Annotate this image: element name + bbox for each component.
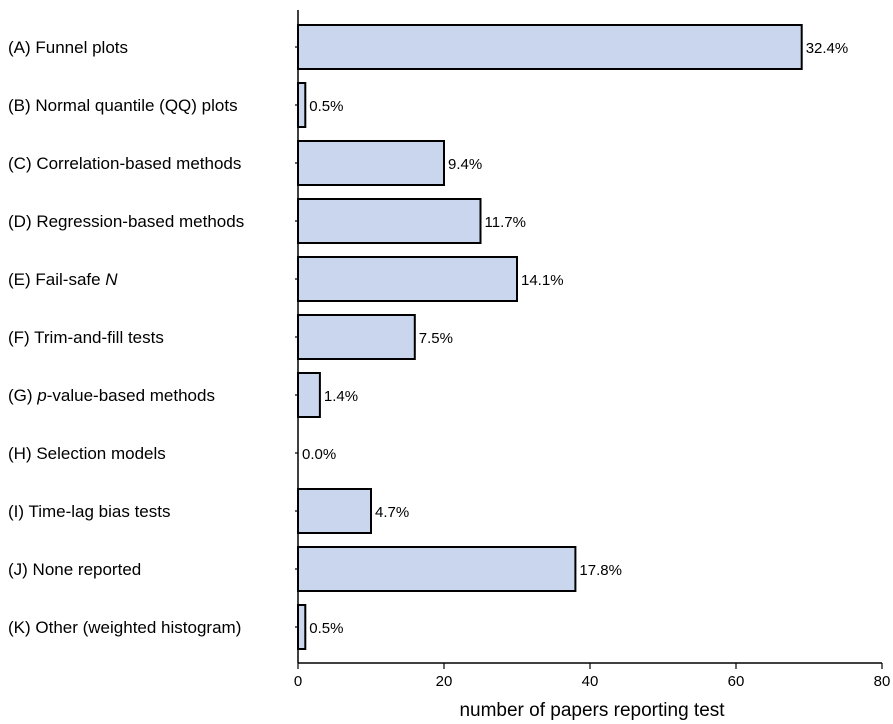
value-label-10: 0.5% [309,620,343,637]
category-label-part: (J) None reported [8,560,141,579]
value-label-8: 4.7% [375,504,409,521]
value-label-9: 17.8% [579,562,622,579]
bar-8 [297,488,372,534]
bar-1 [297,82,307,128]
value-label-2: 9.4% [448,156,482,173]
bar-3 [297,198,482,244]
category-label-9: (J) None reported [8,560,141,579]
category-label-part: p [36,386,46,405]
category-label-0: (A) Funnel plots [8,38,128,57]
value-label-0: 32.4% [806,40,849,57]
category-label-part: (B) Normal quantile (QQ) plots [8,96,238,115]
category-label-part: (K) Other (weighted histogram) [8,618,241,637]
x-tick-label-3: 60 [728,673,745,690]
x-tick-label-4: 80 [874,673,891,690]
category-label-part: (G) [8,386,37,405]
category-label-part: (A) Funnel plots [8,38,128,57]
bar-4 [297,256,518,302]
category-label-part: (E) Fail-safe [8,270,105,289]
category-label-part: (H) Selection models [8,444,166,463]
value-label-1: 0.5% [309,98,343,115]
axes-group: 0 20 40 60 80 [294,10,891,690]
value-label-7: 0.0% [302,446,336,463]
bar-6 [297,372,321,418]
bar-2 [297,140,445,186]
value-label-6: 1.4% [324,388,358,405]
bar-10 [297,604,307,650]
category-label-10: (K) Other (weighted histogram) [8,618,241,637]
value-labels-group: 32.4% 0.5% 9.4% 11.7% 14.1% 7.5% 1.4% 0.0% 4.7% 1… [302,40,848,637]
x-axis-title: number of papers reporting test [459,700,725,721]
category-label-5: (F) Trim-and-fill tests [8,328,164,347]
category-label-part: (F) Trim-and-fill tests [8,328,164,347]
bars-group [297,24,803,650]
category-label-part: -value-based methods [47,386,215,405]
category-label-6: (G) p-value-based methods [8,386,215,405]
x-tick-label-2: 40 [582,673,599,690]
category-label-7: (H) Selection models [8,444,166,463]
value-label-3: 11.7% [485,214,526,231]
category-label-part: N [105,270,118,289]
category-label-2: (C) Correlation-based methods [8,154,241,173]
category-label-part: (D) Regression-based methods [8,212,244,231]
category-label-4: (E) Fail-safe N [8,270,118,289]
bar-0 [297,24,803,70]
x-tick-label-0: 0 [294,673,302,690]
category-label-8: (I) Time-lag bias tests [8,502,171,521]
bar-5 [297,314,416,360]
bar-9 [297,546,577,592]
category-label-part: (C) Correlation-based methods [8,154,241,173]
value-label-5: 7.5% [419,330,453,347]
category-label-1: (B) Normal quantile (QQ) plots [8,96,238,115]
category-label-3: (D) Regression-based methods [8,212,244,231]
category-label-part: (I) Time-lag bias tests [8,502,171,521]
category-labels-group: (A) Funnel plots (B) Normal quantile (QQ)… [8,38,244,637]
x-tick-label-1: 20 [436,673,453,690]
value-label-4: 14.1% [521,272,564,289]
